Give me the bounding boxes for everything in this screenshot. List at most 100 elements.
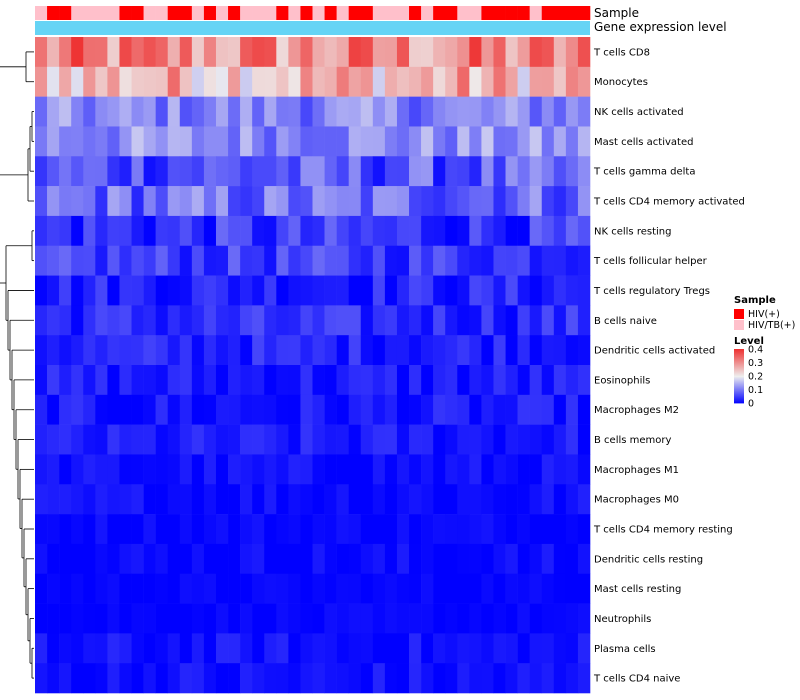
heatmap-cell [553, 394, 567, 425]
colorbar-segment [734, 392, 744, 394]
heatmap-cell [517, 424, 530, 455]
heatmap-cell [71, 663, 84, 694]
row-dendrogram [0, 51, 34, 679]
heatmap-cell [191, 663, 205, 694]
heatmap-cell [264, 484, 277, 515]
heatmap-cell [252, 37, 265, 68]
heatmap-cell [421, 365, 434, 396]
heatmap-cell [348, 245, 362, 276]
sample-annotation-cell [240, 6, 253, 20]
heatmap-cell [384, 37, 398, 68]
heatmap-cell [409, 66, 422, 97]
heatmap-cell [384, 335, 398, 366]
heatmap-cell [469, 37, 482, 68]
sample-annotation-cell [469, 6, 482, 20]
heatmap-cell [348, 365, 362, 396]
heatmap-cell [445, 245, 458, 276]
heatmap-cell [83, 66, 96, 97]
heatmap-cell [553, 275, 567, 306]
heatmap-cell [384, 66, 398, 97]
heatmap-cell [119, 305, 132, 336]
heatmap-cell [421, 484, 434, 515]
heatmap-cell [409, 454, 422, 485]
heatmap-cell [469, 394, 482, 425]
heatmap-cell [541, 215, 555, 247]
heatmap-cell [83, 245, 96, 276]
heatmap-cell [469, 305, 482, 336]
heatmap-cell [493, 543, 506, 575]
heatmap-cell [203, 603, 217, 634]
heatmap-cell [384, 215, 398, 247]
heatmap-cell [517, 633, 530, 664]
heatmap-cell [143, 454, 156, 485]
heatmap-cell [131, 215, 144, 247]
legend-swatch-hiv [734, 309, 744, 319]
heatmap-cell [541, 275, 555, 306]
heatmap-cell [95, 633, 108, 664]
heatmap-cell [203, 335, 217, 366]
heatmap-cell [517, 603, 530, 634]
heatmap-cell [71, 424, 84, 455]
heatmap-cell [421, 215, 434, 247]
sample-annotation-cell [119, 6, 132, 20]
heatmap-cell [505, 484, 518, 515]
heatmap-cell [131, 96, 144, 127]
colorbar-segment [734, 379, 744, 381]
heatmap-cell [107, 305, 120, 336]
heatmap-cell [167, 454, 181, 485]
heatmap-cell [565, 215, 579, 247]
heatmap-cell [372, 394, 386, 425]
heatmap-cell [505, 305, 518, 336]
heatmap-cell [517, 394, 530, 425]
heatmap-cell [565, 245, 579, 276]
heatmap-cell [191, 394, 205, 425]
heatmap-cell [577, 66, 591, 97]
heatmap-cell [384, 603, 398, 634]
row-label: T cells CD4 naive [593, 674, 680, 685]
heatmap-cell [348, 215, 362, 247]
heatmap-cell [517, 126, 530, 157]
heatmap-cell [360, 66, 374, 97]
heatmap-cell [276, 365, 289, 396]
heatmap-cell [119, 633, 132, 664]
heatmap-cell [59, 543, 72, 575]
heatmap-cell [215, 514, 229, 545]
heatmap-cell [457, 573, 470, 604]
sample-annotation-cell [95, 6, 108, 20]
colorbar-segment [734, 387, 744, 389]
heatmap-cell [505, 66, 518, 97]
heatmap-cell [288, 215, 301, 247]
heatmap-cell [252, 663, 265, 694]
heatmap-cell [203, 573, 217, 604]
heatmap-cell [240, 245, 253, 276]
heatmap-cell [481, 37, 494, 68]
heatmap-cell [396, 573, 410, 604]
heatmap-cell [215, 633, 229, 664]
heatmap-cell [577, 454, 591, 485]
heatmap-cell [35, 96, 48, 127]
heatmap-cell [421, 663, 434, 694]
heatmap-cell [360, 126, 374, 157]
colorbar-segment [734, 354, 744, 356]
heatmap-cell [83, 573, 96, 604]
heatmap-cell [505, 663, 518, 694]
heatmap-cell [481, 156, 494, 187]
colorbar-segment [734, 398, 744, 400]
heatmap-cell [457, 454, 470, 485]
heatmap-cell [35, 37, 48, 68]
heatmap-cell [396, 245, 410, 276]
heatmap-cell [95, 126, 108, 157]
row-label: T cells regulatory Tregs [593, 286, 710, 297]
heatmap-cell [47, 633, 60, 664]
heatmap-cell [59, 96, 72, 127]
heatmap-cell [215, 484, 229, 515]
heatmap-cell [35, 663, 48, 694]
heatmap-cell [276, 245, 289, 276]
heatmap-cell [35, 573, 48, 604]
heatmap-cell [312, 126, 325, 157]
sample-annotation-cell [421, 6, 434, 20]
heatmap-cell [396, 335, 410, 366]
heatmap-cell [203, 305, 217, 336]
colorbar-segment [734, 375, 744, 377]
heatmap-cell [384, 186, 398, 217]
